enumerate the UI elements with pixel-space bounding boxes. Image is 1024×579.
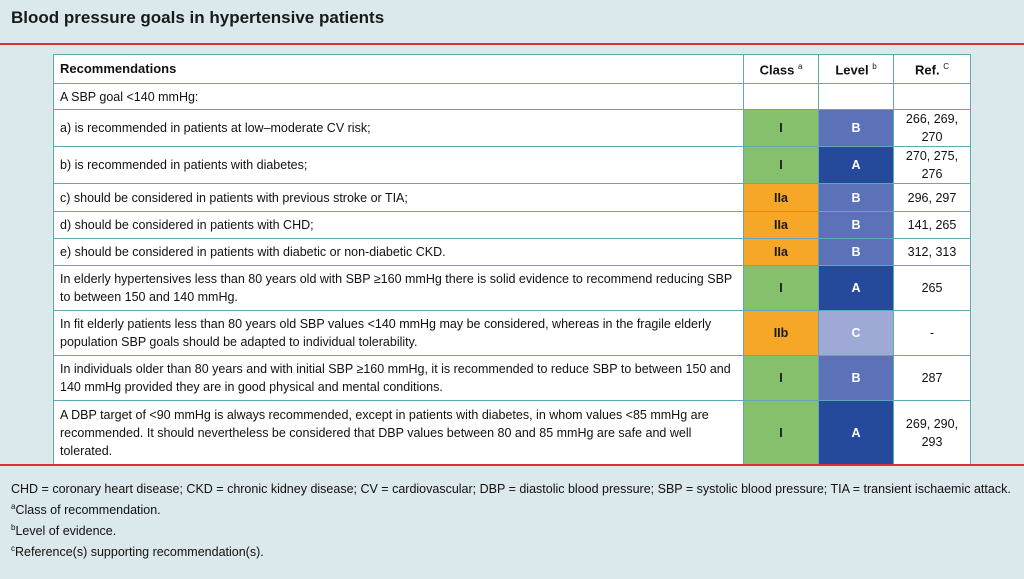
- bottom-rule: [0, 464, 1024, 466]
- level-cell: B: [818, 238, 894, 266]
- class-cell: IIa: [743, 211, 819, 239]
- table-row: In fit elderly patients less than 80 yea…: [53, 310, 971, 356]
- class-cell: I: [743, 400, 819, 465]
- recommendation-text: a) is recommended in patients at low–mod…: [53, 109, 744, 147]
- recommendation-text: In elderly hypertensives less than 80 ye…: [53, 265, 744, 311]
- page-title: Blood pressure goals in hypertensive pat…: [11, 8, 385, 27]
- recommendation-text: b) is recommended in patients with diabe…: [53, 146, 744, 184]
- class-cell: IIa: [743, 238, 819, 266]
- level-cell: A: [818, 400, 894, 465]
- table-row: a) is recommended in patients at low–mod…: [53, 109, 971, 147]
- header-level: Level b: [818, 54, 894, 84]
- level-cell: A: [818, 146, 894, 184]
- class-cell: IIb: [743, 310, 819, 356]
- footnote-c: cReference(s) supporting recommendation(…: [11, 544, 264, 560]
- level-cell: A: [818, 265, 894, 311]
- header-ref: Ref. C: [893, 54, 971, 84]
- level-cell: B: [818, 109, 894, 147]
- table-row: A DBP target of <90 mmHg is always recom…: [53, 400, 971, 465]
- ref-cell: 265: [893, 265, 971, 311]
- ref-cell: 141, 265: [893, 211, 971, 239]
- class-cell: [743, 83, 819, 110]
- ref-cell: -: [893, 310, 971, 356]
- recommendation-text: d) should be considered in patients with…: [53, 211, 744, 239]
- level-cell: B: [818, 183, 894, 212]
- recommendation-text: c) should be considered in patients with…: [53, 183, 744, 212]
- recommendation-text: A SBP goal <140 mmHg:: [53, 83, 744, 110]
- table-row: e) should be considered in patients with…: [53, 238, 971, 266]
- table-row: d) should be considered in patients with…: [53, 211, 971, 239]
- header-recommendations: Recommendations: [53, 54, 744, 84]
- class-cell: I: [743, 109, 819, 147]
- class-cell: I: [743, 265, 819, 311]
- top-rule: [0, 43, 1024, 45]
- table-row: In individuals older than 80 years and w…: [53, 355, 971, 401]
- recommendation-text: In individuals older than 80 years and w…: [53, 355, 744, 401]
- class-cell: IIa: [743, 183, 819, 212]
- abbreviations-note: CHD = coronary heart disease; CKD = chro…: [11, 482, 1011, 496]
- footnote-a: aClass of recommendation.: [11, 502, 161, 518]
- level-cell: [818, 83, 894, 110]
- table-row: b) is recommended in patients with diabe…: [53, 146, 971, 184]
- ref-cell: 269, 290, 293: [893, 400, 971, 465]
- ref-cell: 270, 275, 276: [893, 146, 971, 184]
- table-header-row: Recommendations Class a Level b Ref. C: [53, 54, 971, 84]
- ref-cell: 266, 269, 270: [893, 109, 971, 147]
- class-cell: I: [743, 355, 819, 401]
- class-cell: I: [743, 146, 819, 184]
- ref-cell: [893, 83, 971, 110]
- table-row: In elderly hypertensives less than 80 ye…: [53, 265, 971, 311]
- ref-cell: 287: [893, 355, 971, 401]
- ref-cell: 312, 313: [893, 238, 971, 266]
- footnote-b: bLevel of evidence.: [11, 523, 117, 539]
- table-row: c) should be considered in patients with…: [53, 183, 971, 212]
- table-body: A SBP goal <140 mmHg: a) is recommended i…: [53, 83, 971, 465]
- recommendation-text: In fit elderly patients less than 80 yea…: [53, 310, 744, 356]
- recommendations-table: Recommendations Class a Level b Ref. C A…: [53, 54, 971, 465]
- recommendation-text: A DBP target of <90 mmHg is always recom…: [53, 400, 744, 465]
- level-cell: C: [818, 310, 894, 356]
- header-class: Class a: [743, 54, 819, 84]
- ref-cell: 296, 297: [893, 183, 971, 212]
- footnotes: CHD = coronary heart disease; CKD = chro…: [11, 480, 1016, 561]
- level-cell: B: [818, 355, 894, 401]
- recommendation-text: e) should be considered in patients with…: [53, 238, 744, 266]
- level-cell: B: [818, 211, 894, 239]
- table-row: A SBP goal <140 mmHg:: [53, 83, 971, 110]
